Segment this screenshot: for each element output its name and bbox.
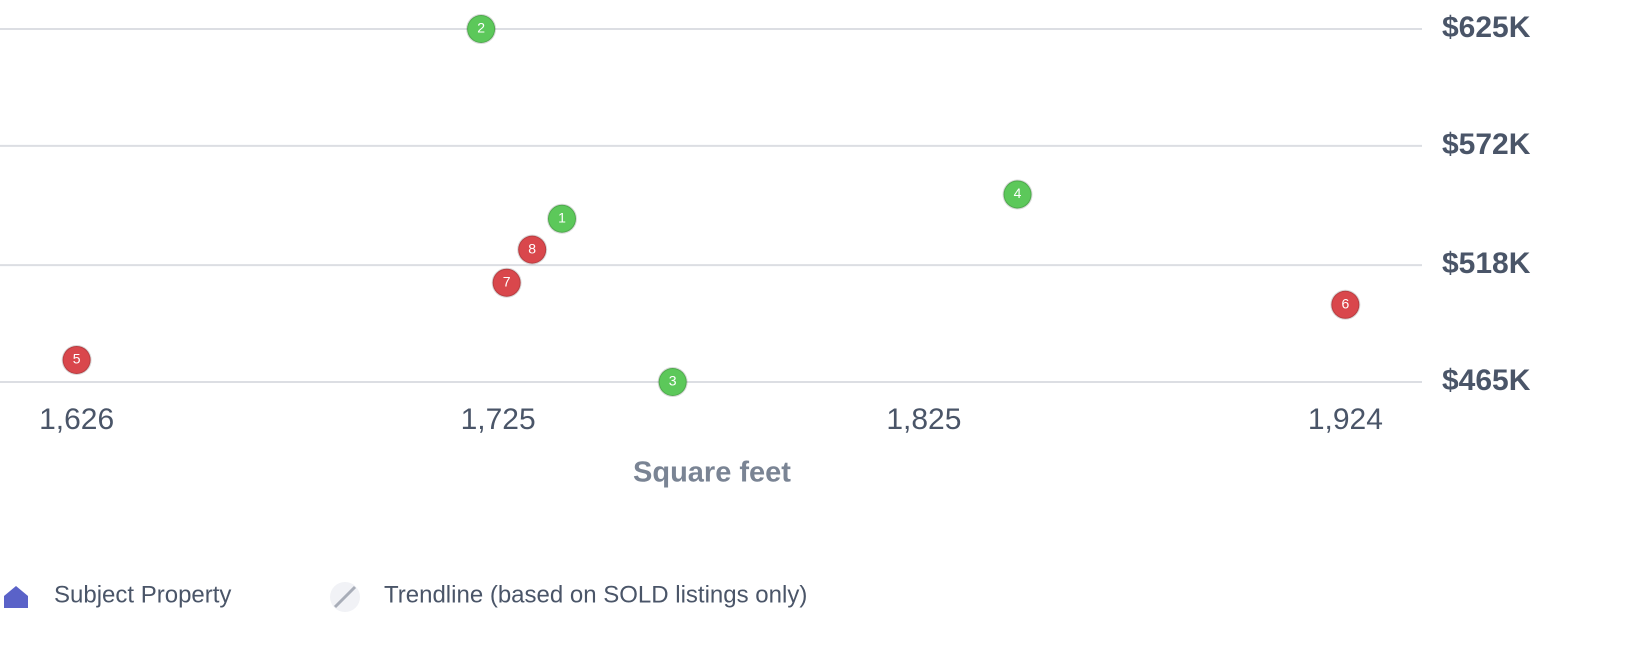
data-point <box>466 14 497 44</box>
y-tick-label: $625K <box>1442 11 1531 44</box>
data-point <box>517 234 548 265</box>
point-label: 1 <box>558 209 566 225</box>
point-label: 6 <box>1341 295 1349 311</box>
point-label: 3 <box>669 373 677 389</box>
legend-label[interactable]: Trendline (based on SOLD listings only) <box>384 581 807 608</box>
y-tick-label: $572K <box>1442 128 1531 161</box>
point-label: 8 <box>528 240 536 256</box>
point-label: 7 <box>503 273 511 289</box>
x-tick-label: 1,725 <box>461 403 536 436</box>
data-point <box>61 344 92 375</box>
legend-icon <box>333 585 357 609</box>
legend-icon <box>4 586 28 608</box>
x-tick-label: 1,825 <box>886 403 961 436</box>
x-axis-label: Square feet <box>633 457 791 489</box>
data-point <box>1002 179 1033 210</box>
y-tick-label: $518K <box>1442 247 1531 280</box>
data-point <box>546 203 577 234</box>
x-tick-label: 1,924 <box>1308 403 1383 436</box>
data-point <box>491 267 522 298</box>
y-tick-label: $465K <box>1442 364 1531 397</box>
x-tick-label: 1,626 <box>39 403 114 436</box>
legend-label[interactable]: Subject Property <box>54 581 231 608</box>
data-point <box>657 367 688 397</box>
point-label: 2 <box>477 20 485 36</box>
point-label: 5 <box>73 351 81 367</box>
data-point <box>1330 289 1361 320</box>
point-label: 4 <box>1014 185 1022 201</box>
